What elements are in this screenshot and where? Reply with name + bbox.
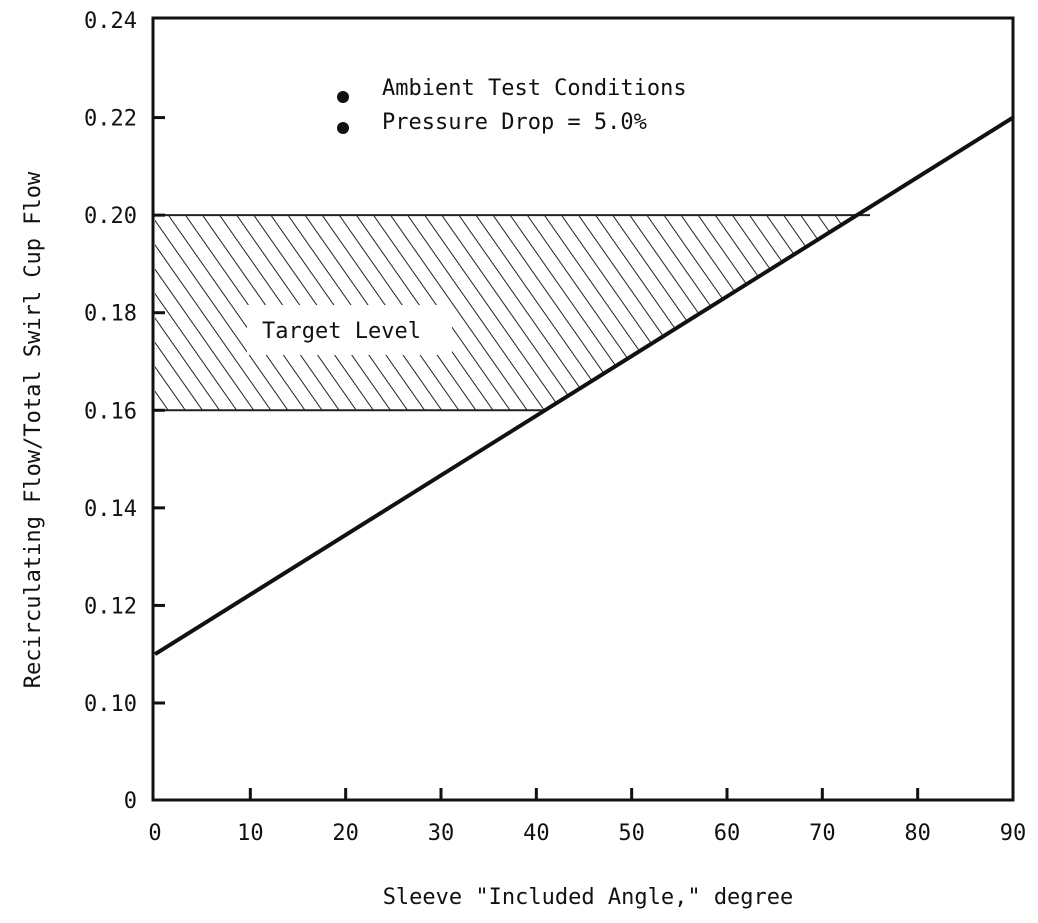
x-tick-label: 30 bbox=[428, 821, 455, 846]
x-tick-label: 50 bbox=[618, 821, 645, 846]
tick-layer: 0 10 20 30 40 50 60 70 80 90 0 0.10 0.12 0.14 0.16 0.18… bbox=[84, 9, 1026, 846]
y-tick-label: 0.16 bbox=[84, 399, 137, 424]
legend-bullet-2 bbox=[337, 122, 349, 134]
x-tick-label: 60 bbox=[714, 821, 741, 846]
y-tick-label: 0.10 bbox=[84, 692, 137, 717]
x-tick-label: 10 bbox=[237, 821, 264, 846]
legend-entry-2: Pressure Drop = 5.0% bbox=[382, 110, 647, 135]
legend-bullet-1 bbox=[337, 91, 349, 103]
x-tick-label: 70 bbox=[809, 821, 836, 846]
y-tick-label: 0.24 bbox=[84, 9, 137, 34]
x-tick-label: 80 bbox=[904, 821, 931, 846]
y-tick-label: 0.18 bbox=[84, 302, 137, 327]
target-level-label-box bbox=[247, 305, 452, 355]
x-tick-label: 0 bbox=[148, 821, 161, 846]
y-tick-label: 0.14 bbox=[84, 497, 137, 522]
legend: Ambient Test Conditions Pressure Drop = … bbox=[337, 76, 687, 135]
target-level-label: Target Level bbox=[262, 319, 421, 344]
x-tick-label: 40 bbox=[523, 821, 550, 846]
y-tick-label: 0.12 bbox=[84, 594, 137, 619]
target-level-band: Target Level bbox=[155, 214, 870, 412]
series-layer bbox=[153, 115, 1015, 656]
y-tick-label: 0.22 bbox=[84, 107, 137, 132]
y-axis-label: Recirculating Flow/Total Swirl Cup Flow bbox=[21, 171, 46, 688]
x-tick-label: 90 bbox=[1000, 821, 1027, 846]
x-axis-label: Sleeve "Included Angle," degree bbox=[383, 885, 794, 910]
y-tick-label: 0 bbox=[124, 789, 137, 814]
x-tick-label: 20 bbox=[332, 821, 359, 846]
series-line-1 bbox=[153, 115, 1015, 656]
legend-entry-1: Ambient Test Conditions bbox=[382, 76, 687, 101]
y-tick-label: 0.20 bbox=[84, 204, 137, 229]
target-band-fill bbox=[155, 215, 857, 411]
